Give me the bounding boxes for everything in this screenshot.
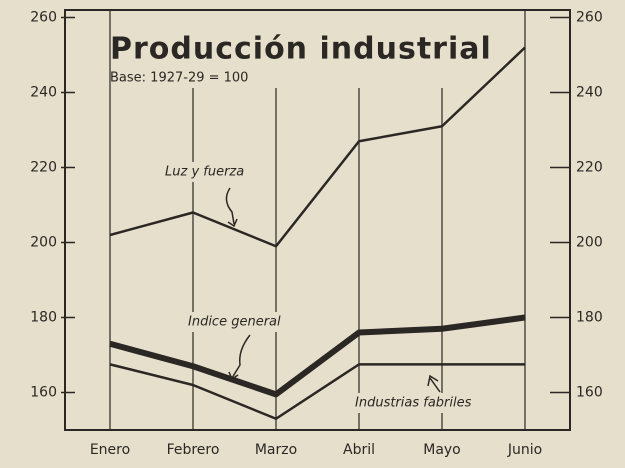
arrowhead [227, 218, 238, 228]
chart-title: Producción industrial [110, 32, 492, 67]
y-tick-label: 160 [30, 385, 57, 401]
series-label: Luz y fuerza [165, 165, 244, 180]
y-tick-label: 200 [30, 235, 57, 251]
x-tick-label: Mayo [423, 442, 461, 458]
arrowhead [427, 374, 439, 387]
label-background [162, 162, 248, 182]
x-tick-label: Enero [90, 442, 130, 458]
label-background [352, 393, 475, 413]
y-tick-label: 240 [30, 85, 57, 101]
y2-tick-label: 240 [576, 85, 603, 101]
y-tick-label: 260 [30, 10, 57, 26]
x-tick-label: Abril [343, 442, 375, 458]
series-label: Indice general [188, 315, 281, 330]
y2-tick-label: 220 [576, 160, 603, 176]
series-label: Industrias fabriles [355, 396, 472, 411]
y-tick-label: 180 [30, 310, 57, 326]
title-box [100, 28, 485, 88]
series-line [109, 314, 526, 398]
x-tick-label: Marzo [255, 442, 297, 458]
series-line [109, 363, 525, 420]
arrow [231, 334, 251, 379]
x-tick-label: Junio [507, 442, 542, 458]
chart-subtitle: Base: 1927-29 = 100 [110, 71, 248, 86]
y2-tick-label: 180 [576, 310, 603, 326]
plot-frame [64, 9, 571, 431]
label-background [185, 312, 284, 332]
y2-tick-label: 200 [576, 235, 603, 251]
series-line [109, 46, 526, 248]
y2-tick-label: 260 [576, 10, 603, 26]
arrow [429, 377, 441, 393]
y-tick-label: 220 [30, 160, 57, 176]
x-tick-label: Febrero [167, 442, 220, 458]
y2-tick-label: 160 [576, 385, 603, 401]
arrow [225, 187, 235, 225]
